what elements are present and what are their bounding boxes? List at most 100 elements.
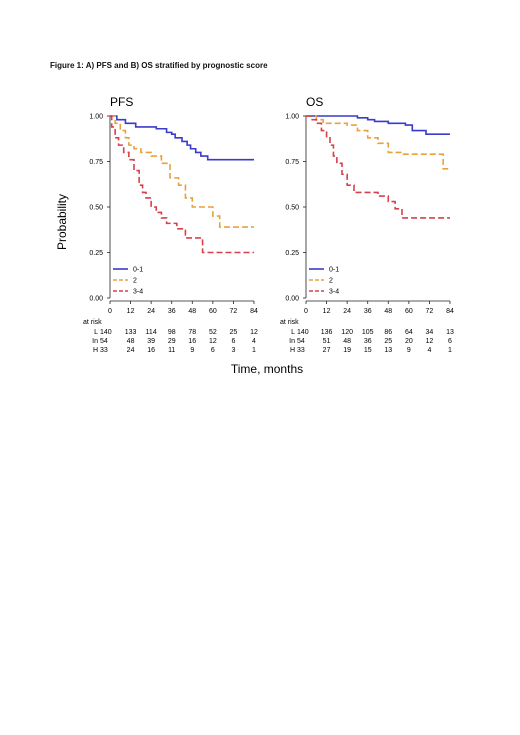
x-tick-label: 60	[209, 308, 217, 315]
at-risk-value: 19	[343, 347, 351, 354]
y-tick-label: 0.00	[285, 296, 299, 303]
at-risk-value: 20	[405, 338, 413, 345]
y-tick-label: 0.50	[89, 205, 103, 212]
at-risk-row-label: L	[94, 329, 98, 336]
at-risk-value: 6	[211, 347, 215, 354]
at-risk-value: 114	[146, 329, 157, 336]
x-tick-label: 12	[127, 308, 135, 315]
survival-curve-2	[110, 115, 254, 228]
at-risk-value: 86	[384, 329, 392, 336]
at-risk-value: 25	[230, 329, 238, 336]
at-risk-value: 12	[250, 329, 258, 336]
panel-title: PFS	[110, 95, 133, 109]
at-risk-row-label: H	[93, 347, 98, 354]
at-risk-value: 16	[188, 338, 196, 345]
y-tick-label: 0.75	[285, 159, 299, 166]
y-tick-label: 0.00	[89, 296, 103, 303]
x-tick-label: 60	[405, 308, 413, 315]
at-risk-value: 140	[100, 329, 112, 336]
at-risk-value: 140	[297, 329, 309, 336]
at-risk-value: 33	[297, 347, 305, 354]
at-risk-row-label: In	[289, 338, 295, 345]
at-risk-value: 16	[147, 347, 155, 354]
y-axis-label: Probability	[55, 194, 69, 250]
x-tick-label: 84	[250, 308, 258, 315]
at-risk-value: 24	[127, 347, 135, 354]
at-risk-row-label: In	[92, 338, 98, 345]
at-risk-value: 136	[321, 329, 333, 336]
at-risk-value: 48	[343, 338, 351, 345]
at-risk-value: 9	[407, 347, 411, 354]
x-tick-label: 24	[343, 308, 351, 315]
at-risk-value: 27	[323, 347, 331, 354]
at-risk-value: 34	[426, 329, 434, 336]
y-tick-label: 0.25	[89, 250, 103, 257]
legend-label: 0-1	[329, 267, 339, 274]
y-tick-label: 0.75	[89, 159, 103, 166]
x-tick-label: 36	[364, 308, 372, 315]
survival-curve-3-4	[306, 115, 450, 219]
x-tick-label: 0	[108, 308, 112, 315]
at-risk-row-label: L	[291, 329, 295, 336]
panel-os: OS0.000.250.500.751.000 12 24 36 48 60 72 840-1…	[280, 95, 454, 354]
at-risk-value: 29	[168, 338, 176, 345]
legend-label: 3-4	[133, 289, 143, 296]
at-risk-value: 36	[364, 338, 372, 345]
figure-title: Figure 1: A) PFS and B) OS stratified by…	[50, 61, 268, 70]
at-risk-row-label: H	[290, 347, 295, 354]
x-tick-label: 72	[426, 308, 434, 315]
at-risk-value: 12	[426, 338, 434, 345]
at-risk-value: 64	[405, 329, 413, 336]
at-risk-label: at risk	[83, 319, 102, 326]
at-risk-value: 4	[252, 338, 256, 345]
at-risk-value: 11	[168, 347, 175, 354]
at-risk-value: 51	[323, 338, 331, 345]
at-risk-value: 133	[125, 329, 137, 336]
at-risk-value: 1	[252, 347, 256, 354]
at-risk-value: 13	[446, 329, 454, 336]
survival-curve-2	[306, 115, 450, 170]
panel-title: OS	[306, 95, 323, 109]
survival-curve-0-1	[306, 115, 450, 135]
y-tick-label: 0.50	[285, 205, 299, 212]
at-risk-value: 54	[297, 338, 305, 345]
x-tick-label: 36	[168, 308, 176, 315]
x-tick-label: 12	[323, 308, 331, 315]
legend-label: 3-4	[329, 289, 339, 296]
x-tick-label: 48	[384, 308, 392, 315]
at-risk-value: 4	[427, 347, 431, 354]
at-risk-value: 105	[362, 329, 374, 336]
at-risk-value: 39	[147, 338, 155, 345]
at-risk-value: 54	[100, 338, 108, 345]
at-risk-value: 9	[190, 347, 194, 354]
at-risk-value: 12	[209, 338, 217, 345]
x-tick-label: 48	[188, 308, 196, 315]
x-axis-label: Time, months	[231, 362, 303, 376]
at-risk-value: 3	[231, 347, 235, 354]
y-tick-label: 1.00	[285, 114, 299, 121]
y-tick-label: 0.25	[285, 250, 299, 257]
at-risk-label: at risk	[280, 319, 299, 326]
x-tick-label: 0	[304, 308, 308, 315]
at-risk-value: 52	[209, 329, 217, 336]
at-risk-value: 13	[384, 347, 392, 354]
at-risk-value: 6	[448, 338, 452, 345]
at-risk-value: 25	[384, 338, 392, 345]
at-risk-value: 15	[364, 347, 372, 354]
at-risk-value: 98	[168, 329, 176, 336]
survival-curve-3-4	[110, 115, 254, 254]
legend-label: 2	[133, 278, 137, 285]
at-risk-value: 120	[341, 329, 353, 336]
at-risk-value: 1	[448, 347, 452, 354]
x-tick-label: 84	[446, 308, 454, 315]
at-risk-value: 6	[231, 338, 235, 345]
legend-label: 0-1	[133, 267, 143, 274]
y-tick-label: 1.00	[89, 114, 103, 121]
at-risk-value: 78	[188, 329, 196, 336]
survival-curve-0-1	[110, 115, 254, 161]
at-risk-value: 33	[100, 347, 108, 354]
legend-label: 2	[329, 278, 333, 285]
x-tick-label: 72	[230, 308, 238, 315]
